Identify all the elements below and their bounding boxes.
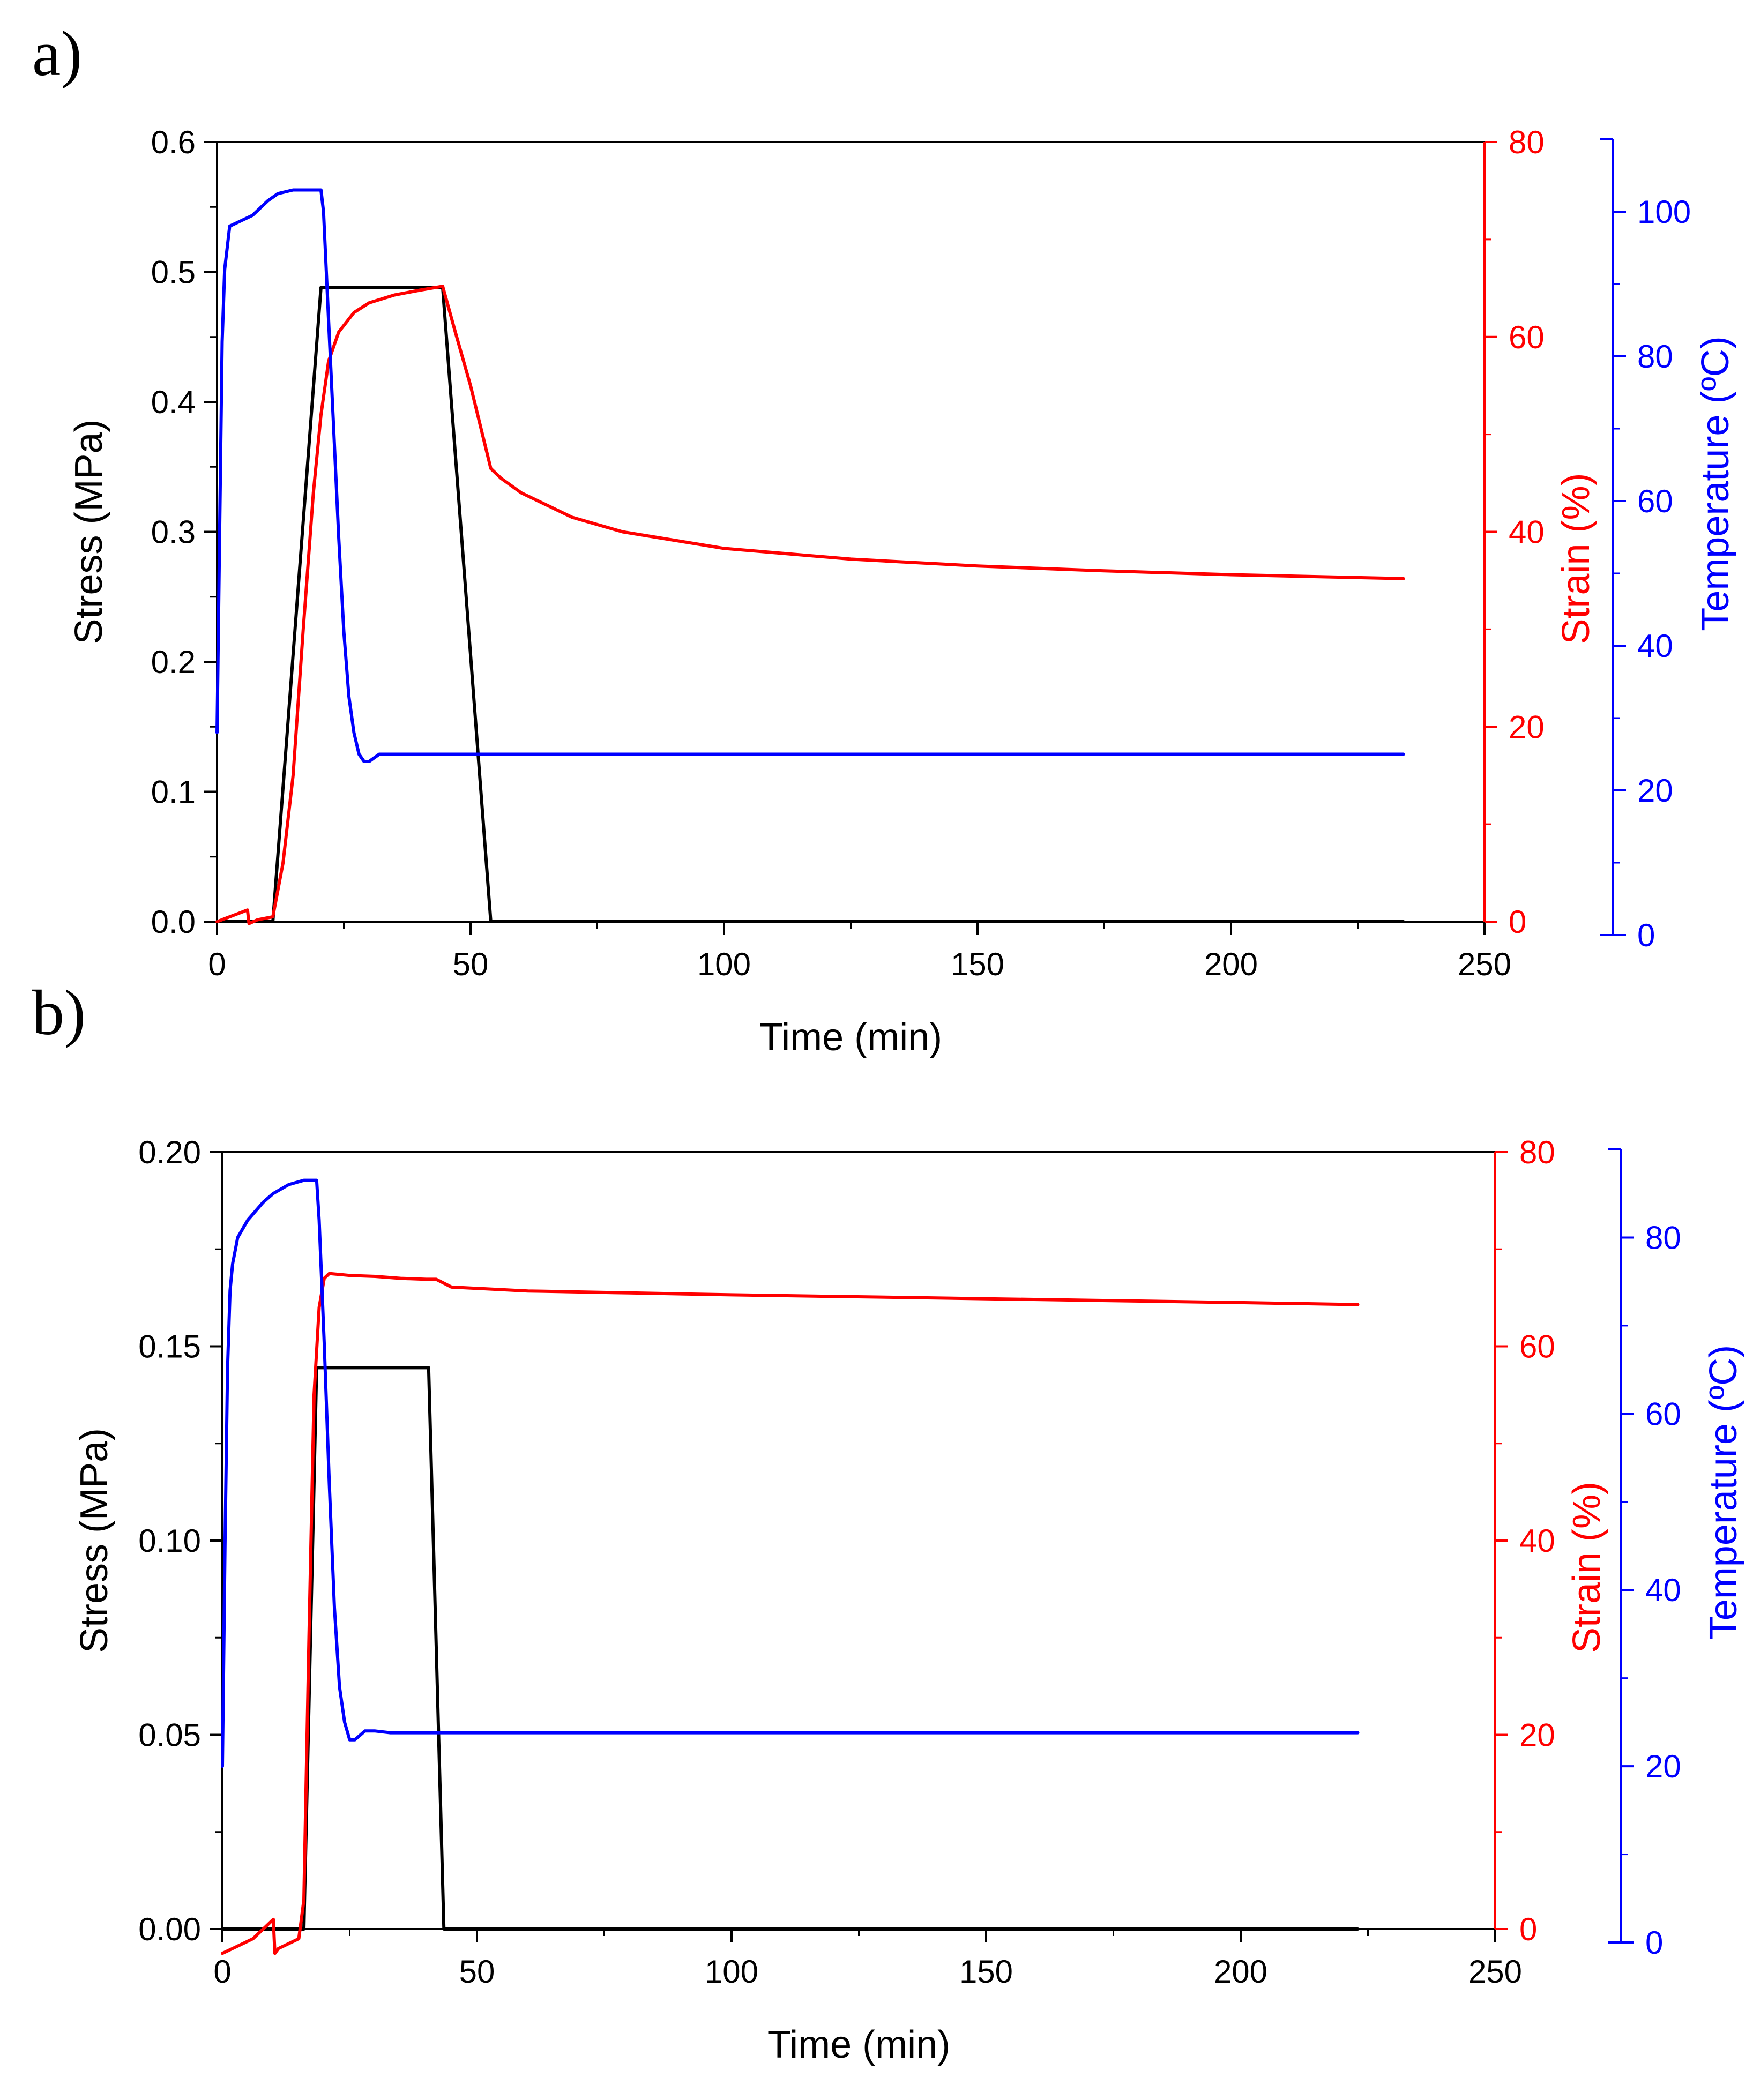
temperature-tick-label: 40 [1637,628,1673,664]
stress-tick-label: 0.6 [151,124,196,160]
temperature-tick-label: 0 [1637,917,1655,953]
panel-label-b: b) [32,977,86,1048]
temperature-tick-label: 20 [1637,773,1673,809]
temperature-tick-label: 20 [1645,1748,1681,1784]
series-temperature-line [215,188,1405,763]
x-axis-title: Time (min) [767,2023,950,2066]
stress-tick-label: 0.3 [151,514,196,550]
temperature-tick-label: 80 [1637,339,1673,375]
x-tick-label: 250 [1458,946,1511,982]
stress-tick-label: 0.05 [138,1717,201,1753]
strain-tick-label: 60 [1519,1329,1555,1365]
x-tick-label: 150 [959,1954,1013,1990]
x-tick-label: 200 [1214,1954,1267,1990]
temperature-tick-label: 100 [1637,194,1691,230]
temperature-tick-label: 40 [1645,1572,1681,1608]
series-stress-line [221,1366,1360,1931]
stress-tick-label: 0.00 [138,1911,201,1947]
x-tick-label: 50 [459,1954,495,1990]
strain-axis-title: Strain (%) [1555,473,1598,644]
strain-tick-label: 0 [1519,1911,1537,1947]
x-tick-label: 0 [213,1954,231,1990]
stress-tick-label: 0.1 [151,774,196,810]
x-tick-label: 250 [1468,1954,1522,1990]
stress-axis-title: Stress (MPa) [68,419,110,644]
stress-tick-label: 0.15 [138,1329,201,1365]
x-tick-label: 100 [697,946,751,982]
series-strain-line [221,1272,1360,1955]
stress-tick-label: 0.4 [151,384,196,420]
strain-tick-label: 60 [1509,319,1545,355]
x-tick-label: 50 [453,946,489,982]
temperature-axis-title: Temperature (ºC) [1702,1345,1745,1640]
strain-tick-label: 80 [1509,124,1545,160]
temperature-axis-title: Temperature (ºC) [1694,336,1737,631]
stress-tick-label: 0.10 [138,1523,201,1559]
strain-axis-title: Strain (%) [1565,1482,1608,1653]
series-temperature-line [221,1178,1360,1768]
temperature-tick-label: 60 [1637,483,1673,519]
stress-tick-label: 0.0 [151,904,196,940]
strain-tick-label: 20 [1519,1717,1555,1753]
panel-label-a: a) [32,18,82,89]
strain-tick-label: 80 [1519,1134,1555,1170]
x-axis-title: Time (min) [759,1016,942,1059]
temperature-tick-label: 60 [1645,1396,1681,1432]
x-tick-label: 100 [705,1954,758,1990]
series-stress-line [215,286,1405,923]
temperature-tick-label: 80 [1645,1220,1681,1255]
strain-tick-label: 40 [1519,1523,1555,1559]
strain-tick-label: 40 [1509,514,1545,550]
stress-axis-title: Stress (MPa) [73,1428,116,1653]
stress-tick-label: 0.20 [138,1134,201,1170]
strain-tick-label: 20 [1509,709,1545,745]
x-tick-label: 200 [1204,946,1258,982]
stress-tick-label: 0.5 [151,255,196,290]
x-tick-label: 150 [951,946,1004,982]
series-strain-line [215,285,1405,925]
x-tick-label: 0 [208,946,226,982]
strain-tick-label: 0 [1509,904,1526,940]
stress-tick-label: 0.2 [151,644,196,680]
temperature-tick-label: 0 [1645,1925,1663,1961]
